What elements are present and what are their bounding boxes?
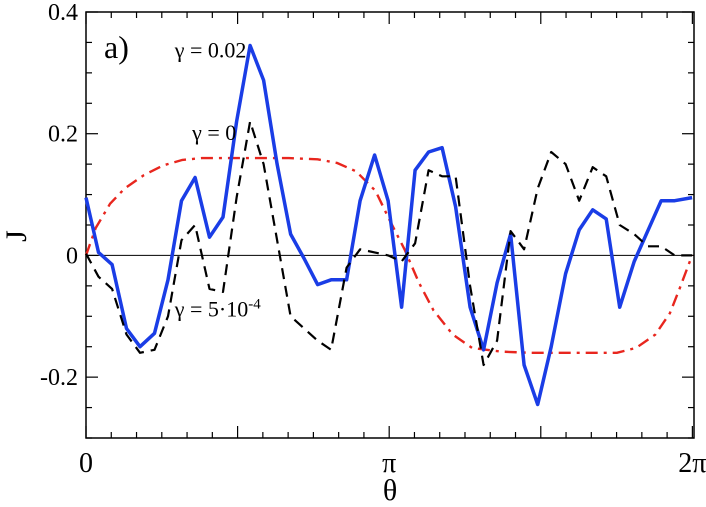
series-annotation: γ = 0.02	[174, 38, 247, 63]
plot-layer: 0.4 0.2 0 -0.2 0 π 2π γ = 0.02 γ = 0 γ = 5·10-4	[40, 0, 706, 479]
y-tick-label: 0.2	[48, 122, 78, 148]
x-tick-label: 2π	[678, 448, 706, 479]
annotation-exponent: -4	[248, 296, 261, 312]
y-tick-label: 0	[66, 243, 78, 269]
text-layer: a) J θ	[0, 29, 397, 507]
panel-label: a)	[104, 29, 129, 65]
x-tick-label: π	[382, 448, 396, 479]
series-annotation: γ = 0	[191, 120, 236, 145]
y-axis-label: J	[0, 230, 33, 242]
x-axis-label: θ	[383, 474, 397, 507]
series-gamma-0.02-line	[84, 43, 693, 407]
series-annotation: γ = 5·10-4	[174, 296, 261, 321]
y-tick-label: -0.2	[40, 365, 78, 391]
series-gamma-0-line	[84, 156, 694, 354]
series-gamma-5e-4-line	[85, 120, 693, 367]
y-tick-label: 0.4	[48, 0, 78, 26]
x-tick-label: 0	[79, 448, 93, 479]
